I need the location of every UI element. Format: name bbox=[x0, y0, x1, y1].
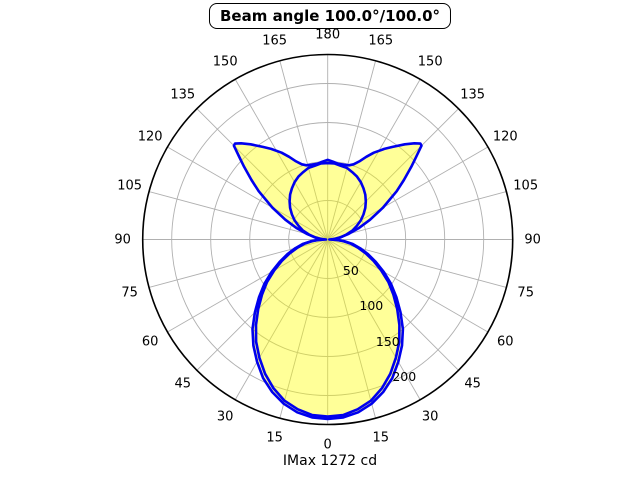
angle-tick-label-45-left: 45 bbox=[174, 376, 192, 392]
angle-tick-label-15-right: 15 bbox=[372, 430, 390, 445]
grid-ray bbox=[327, 79, 421, 240]
angle-tick-label-150-left: 150 bbox=[212, 54, 238, 70]
angle-tick-label-165-left: 165 bbox=[262, 33, 288, 49]
grid-ray bbox=[196, 108, 329, 240]
grid-ray bbox=[167, 146, 328, 240]
grid-ray bbox=[327, 239, 459, 371]
grid-ray bbox=[327, 108, 459, 240]
grid-ray bbox=[327, 60, 377, 240]
angle-tick-label-90-right: 90 bbox=[524, 232, 541, 247]
grid-circle bbox=[171, 83, 485, 396]
candela-curve-plane-2 bbox=[232, 142, 423, 421]
angle-tick-label-180: 180 bbox=[315, 27, 341, 42]
angle-tick-label-165-right: 165 bbox=[368, 33, 394, 49]
beam-fill-layer bbox=[233, 143, 422, 419]
radial-tick-label-150: 150 bbox=[375, 333, 400, 349]
angle-tick-label-75-right: 75 bbox=[517, 285, 534, 301]
grid-circle bbox=[288, 200, 368, 279]
angle-tick-label-0: 0 bbox=[323, 437, 332, 452]
angle-tick-label-45-right: 45 bbox=[464, 376, 481, 392]
angle-tick-label-30-right: 30 bbox=[421, 409, 439, 425]
grid-ray bbox=[327, 239, 421, 400]
grid-ray bbox=[327, 191, 507, 240]
angle-tick-label-135-left: 135 bbox=[170, 87, 196, 103]
grid-ray bbox=[327, 239, 377, 419]
beam-area-plane-1 bbox=[256, 163, 400, 417]
angle-tick-label-60-right: 60 bbox=[496, 334, 514, 350]
polar-rim bbox=[141, 53, 514, 426]
angle-tick-label-60-left: 60 bbox=[141, 334, 159, 350]
radial-tick-label-50: 50 bbox=[342, 263, 359, 279]
imax-annotation: IMax 1272 cd bbox=[282, 453, 378, 469]
grid-circle bbox=[249, 161, 407, 318]
grid-ray bbox=[234, 239, 329, 400]
grid-ray bbox=[167, 239, 328, 333]
grid-ray bbox=[234, 79, 329, 240]
grid-ray bbox=[196, 239, 329, 371]
angle-tick-label-105-left: 105 bbox=[117, 178, 143, 194]
chart-title: Beam angle 100.0°/100.0° bbox=[208, 3, 452, 29]
angle-tick-label-150-right: 150 bbox=[417, 54, 443, 70]
radial-tick-label-100: 100 bbox=[359, 298, 384, 314]
angle-tick-label-90-left: 90 bbox=[114, 232, 131, 247]
angle-tick-label-120-left: 120 bbox=[137, 129, 163, 145]
angle-tick-label-15-left: 15 bbox=[266, 430, 283, 445]
beam-area-plane-2 bbox=[233, 143, 422, 419]
radial-tick-label-200: 200 bbox=[392, 369, 417, 385]
angle-tick-label-105-right: 105 bbox=[513, 178, 539, 194]
grid-ray bbox=[327, 146, 489, 240]
angle-tick-label-30-left: 30 bbox=[216, 409, 234, 425]
grid-ray bbox=[327, 239, 489, 333]
angle-tick-label-120-right: 120 bbox=[492, 129, 518, 145]
angle-tick-label-75-left: 75 bbox=[121, 285, 138, 301]
grid-ray bbox=[279, 239, 329, 419]
grid-ray bbox=[148, 191, 328, 240]
grid-ray bbox=[279, 60, 329, 240]
candela-curve-plane-1 bbox=[254, 161, 401, 418]
angle-tick-label-135-right: 135 bbox=[460, 87, 486, 103]
grid-circle bbox=[210, 122, 446, 357]
